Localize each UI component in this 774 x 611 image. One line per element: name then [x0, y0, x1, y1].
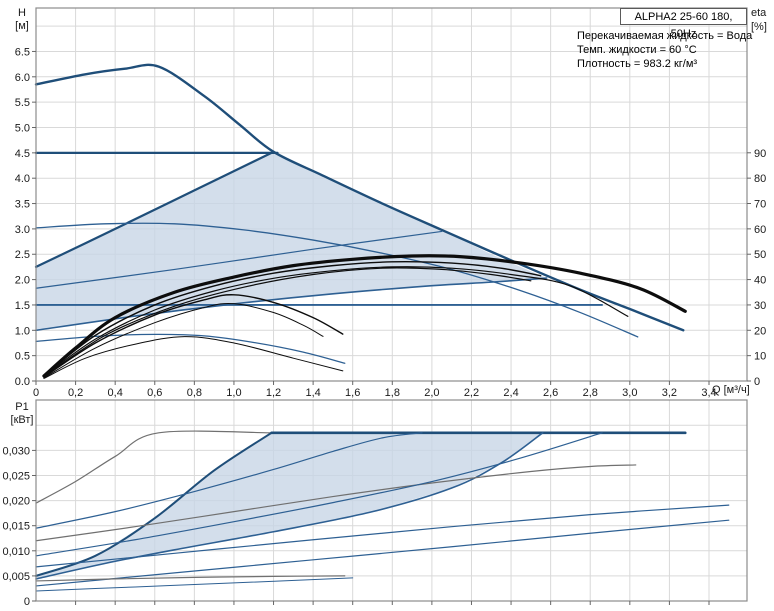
eta-axis-label: eta — [751, 7, 767, 19]
p-speed-2-curve — [35, 464, 637, 542]
svg-text:30: 30 — [754, 300, 766, 312]
svg-text:1.5: 1.5 — [15, 300, 30, 312]
h-axis-unit: [м] — [15, 20, 29, 32]
fluid-info-block: Перекачиваемая жидкость = Вода Темп. жид… — [577, 29, 752, 71]
p-flat-join-3-curve — [35, 432, 603, 557]
eta-mid-2-curve — [43, 302, 324, 379]
svg-text:0.5: 0.5 — [15, 351, 30, 363]
eta-max-curve — [42, 254, 687, 378]
envelope-lower-curve-curve — [35, 277, 548, 332]
p-speed-1-curve — [35, 575, 346, 582]
p1-operating-envelope — [36, 432, 543, 579]
eta-axis-unit: [%] — [751, 21, 767, 33]
h-axis-label: H — [18, 7, 26, 19]
svg-text:0: 0 — [754, 376, 760, 388]
svg-text:40: 40 — [754, 275, 766, 287]
p1-axis-label: P1 — [15, 401, 29, 413]
q-axis-label: Q [м³/ч] — [712, 384, 750, 396]
prop-pressure-mid-curve — [35, 230, 443, 289]
svg-text:6.0: 6.0 — [15, 72, 30, 84]
fluid-info-line: Перекачиваемая жидкость = Вода — [577, 30, 753, 42]
svg-text:80: 80 — [754, 173, 766, 185]
svg-text:0,6: 0,6 — [147, 387, 162, 399]
svg-text:20: 20 — [754, 325, 766, 337]
svg-text:0,015: 0,015 — [2, 521, 30, 533]
p-flat-join-2-curve — [35, 432, 423, 529]
svg-text:6.5: 6.5 — [15, 46, 30, 58]
svg-text:4.0: 4.0 — [15, 173, 30, 185]
eta-mid-curve — [43, 294, 344, 378]
p-rise-b-curve — [35, 519, 730, 587]
svg-text:0,025: 0,025 — [2, 471, 30, 483]
svg-text:0: 0 — [33, 387, 39, 399]
svg-text:0,030: 0,030 — [2, 445, 30, 457]
hq-operating-envelope — [36, 151, 547, 331]
p1-axis-unit: [кВт] — [10, 414, 34, 426]
svg-text:1.0: 1.0 — [15, 325, 30, 337]
svg-text:3,2: 3,2 — [662, 387, 677, 399]
p-rise-a-curve — [35, 504, 730, 568]
svg-text:0,010: 0,010 — [2, 546, 30, 558]
fluid-density-line: Плотность = 983.2 кг/м³ — [577, 58, 698, 70]
svg-text:1,8: 1,8 — [385, 387, 400, 399]
svg-text:2,6: 2,6 — [543, 387, 558, 399]
svg-text:0,2: 0,2 — [68, 387, 83, 399]
prop-pressure-max-curve — [34, 150, 275, 269]
svg-text:2,0: 2,0 — [424, 387, 439, 399]
svg-text:3.0: 3.0 — [15, 224, 30, 236]
svg-text:60: 60 — [754, 224, 766, 236]
svg-text:2.5: 2.5 — [15, 249, 30, 261]
svg-text:1,2: 1,2 — [266, 387, 281, 399]
svg-text:0,020: 0,020 — [2, 496, 30, 508]
svg-text:3,4: 3,4 — [701, 387, 716, 399]
eta-c-curve — [43, 266, 629, 377]
svg-text:4.5: 4.5 — [15, 148, 30, 160]
speed-2-curve-curve — [35, 222, 639, 338]
svg-text:1,6: 1,6 — [345, 387, 360, 399]
pump-title-box: ALPHA2 25-60 180, 50Hz — [620, 8, 747, 40]
svg-text:1,0: 1,0 — [226, 387, 241, 399]
svg-text:3.5: 3.5 — [15, 199, 30, 211]
svg-text:2.0: 2.0 — [15, 275, 30, 287]
svg-text:90: 90 — [754, 148, 766, 160]
svg-text:2,4: 2,4 — [503, 387, 518, 399]
svg-text:0,005: 0,005 — [2, 571, 30, 583]
eta-low-curve — [43, 336, 344, 379]
eta-b-curve — [43, 260, 542, 377]
svg-text:10: 10 — [754, 351, 766, 363]
svg-text:2,8: 2,8 — [583, 387, 598, 399]
svg-text:0,4: 0,4 — [108, 387, 123, 399]
svg-text:0: 0 — [24, 596, 30, 608]
p-low-curve — [35, 577, 354, 592]
svg-text:5.5: 5.5 — [15, 97, 30, 109]
svg-text:3,0: 3,0 — [622, 387, 637, 399]
svg-text:0.0: 0.0 — [15, 376, 30, 388]
svg-text:0,8: 0,8 — [187, 387, 202, 399]
p-speed-max-curve — [35, 430, 273, 504]
svg-text:2,2: 2,2 — [464, 387, 479, 399]
p-envelope-lower-curve — [35, 432, 544, 580]
svg-text:1,4: 1,4 — [305, 387, 320, 399]
eta-d-curve — [43, 267, 532, 378]
svg-text:50: 50 — [754, 249, 766, 261]
fluid-temp-line: Темп. жидкости = 60 °C — [577, 44, 697, 56]
speed-1-curve-curve — [35, 333, 346, 364]
svg-text:5.0: 5.0 — [15, 122, 30, 134]
svg-text:70: 70 — [754, 199, 766, 211]
